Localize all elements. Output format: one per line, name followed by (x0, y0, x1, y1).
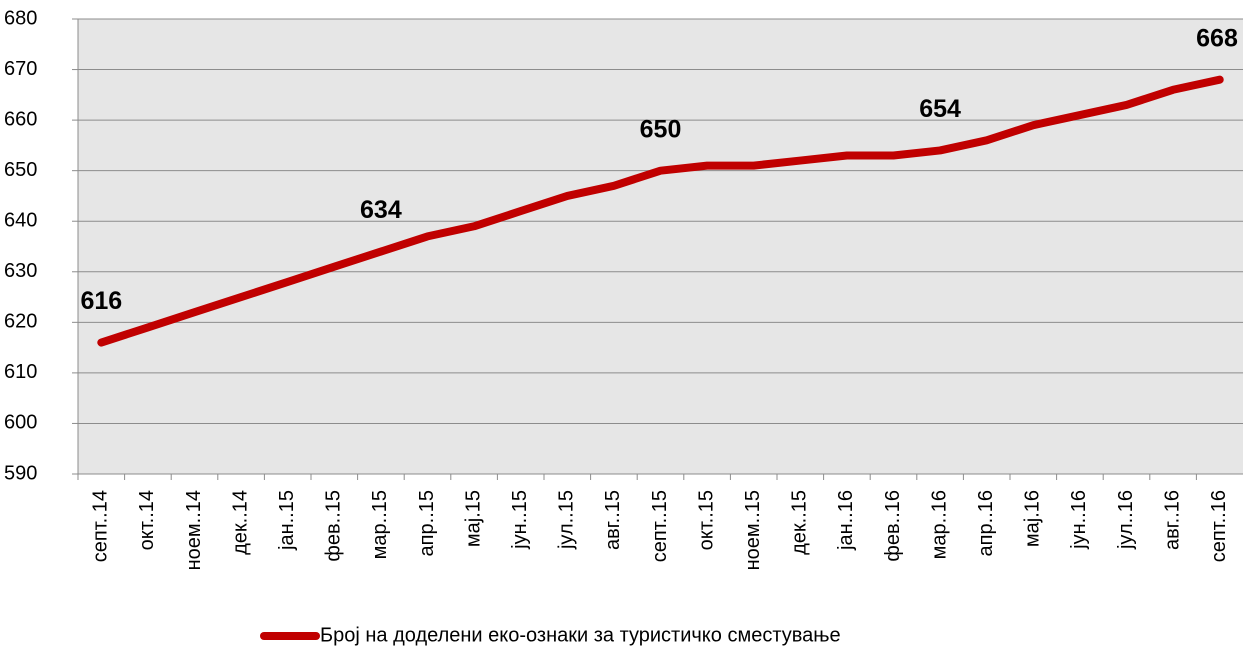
y-tick-label: 630 (4, 260, 37, 282)
x-tick-label: јун..15 (509, 490, 531, 550)
x-tick-label: ноем..14 (183, 490, 205, 570)
x-tick-label: мај.15 (462, 490, 484, 547)
x-tick-label: окт..15 (695, 490, 717, 550)
line (97, 75, 1224, 347)
y-tick-label: 670 (4, 58, 37, 80)
x-tick-label: јан..16 (835, 490, 857, 551)
x-tick-label: авг..16 (1161, 490, 1183, 550)
x-tick-label: септ..15 (649, 490, 671, 562)
x-tick-label: јул..16 (1115, 490, 1137, 550)
x-tick-label: јул..15 (556, 490, 578, 550)
data-label: 634 (360, 196, 402, 224)
x-tick-label: мар..15 (369, 490, 391, 559)
x-tick-label: ноем..15 (742, 490, 764, 570)
x-tick-label: јан..15 (276, 490, 298, 551)
x-tick-label: окт..14 (136, 490, 158, 550)
y-tick-label: 600 (4, 412, 37, 434)
y-tick-label: 610 (4, 361, 37, 383)
x-tick-label: септ..16 (1208, 490, 1230, 562)
y-tick-label: 660 (4, 108, 37, 130)
data-label: 654 (919, 95, 961, 123)
y-tick-label: 680 (4, 7, 37, 29)
data-label: 650 (640, 115, 682, 143)
x-tick-label: апр..15 (416, 490, 438, 556)
plot-area (78, 19, 1243, 474)
x-tick-label: апр..16 (975, 490, 997, 556)
x-tick-label: дек..15 (789, 490, 811, 555)
y-tick-label: 650 (4, 159, 37, 181)
x-tick-label: дек..14 (229, 490, 251, 555)
x-tick-label: јун..16 (1068, 490, 1090, 550)
x-tick-label: мај.16 (1022, 490, 1044, 547)
legend-label: Број на доделени еко-ознаки за туристичк… (320, 624, 841, 646)
x-tick-label: мар..16 (928, 490, 950, 559)
x-tick-label: фев..16 (882, 490, 904, 562)
y-tick-label: 640 (4, 210, 37, 232)
y-tick-label: 590 (4, 462, 37, 484)
data-label: 616 (80, 287, 122, 315)
x-tick-label: фев..15 (323, 490, 345, 562)
x-tick-label: септ..14 (90, 490, 112, 562)
y-tick-label: 620 (4, 311, 37, 333)
data-label: 668 (1196, 24, 1238, 52)
x-tick-label: авг..15 (602, 490, 624, 550)
